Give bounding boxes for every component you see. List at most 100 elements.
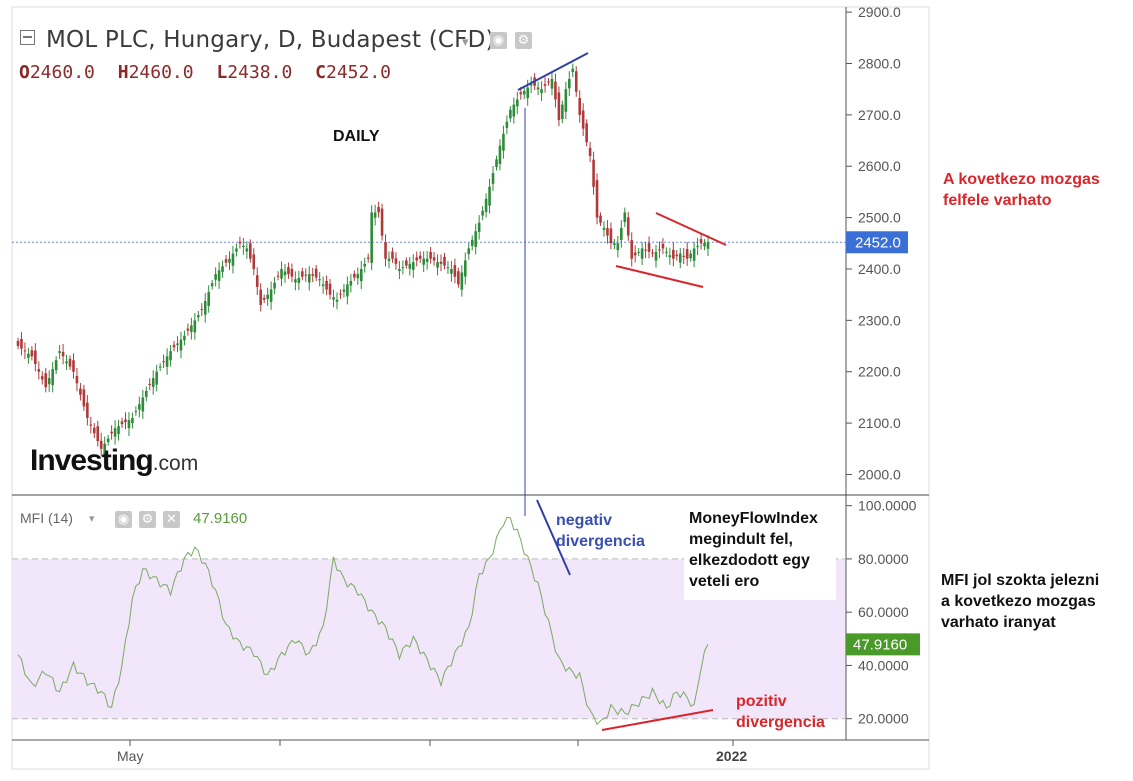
price-tick-label: 2800.0 bbox=[858, 56, 901, 72]
candle-body bbox=[606, 228, 609, 236]
price-axis: 2000.0 2100.0 2200.0 2300.0 2400.0 2500.0 2600… bbox=[846, 4, 901, 482]
x-tick-label-may: May bbox=[117, 748, 143, 764]
candle-body bbox=[408, 263, 412, 269]
chevron-down-icon[interactable]: ▾ bbox=[462, 34, 469, 49]
candle-body bbox=[571, 68, 575, 72]
gear-icon[interactable]: ⚙ bbox=[139, 511, 156, 528]
candle-body bbox=[620, 227, 623, 240]
candle-body bbox=[23, 350, 27, 352]
eye-icon[interactable]: ◉ bbox=[490, 32, 507, 49]
candle-body bbox=[640, 248, 644, 259]
candle-body bbox=[498, 145, 502, 164]
ohlc-open: O2460.0 bbox=[19, 62, 95, 83]
candle-body bbox=[30, 350, 34, 357]
candle-body bbox=[144, 390, 148, 397]
candle-body bbox=[92, 427, 96, 434]
next-move-note: A kovetkezo mozgas felfele varhato bbox=[943, 171, 1100, 209]
candle-body bbox=[411, 262, 415, 270]
candle-body bbox=[491, 173, 495, 184]
candle-body bbox=[668, 255, 672, 258]
candle-body bbox=[502, 133, 505, 151]
mfi-note: MoneyFlowIndex megindult fel, elkezdodot… bbox=[689, 510, 818, 590]
price-tick-label: 2600.0 bbox=[858, 158, 901, 174]
candle-body bbox=[120, 421, 124, 425]
candle-body bbox=[339, 293, 342, 295]
candle-body bbox=[249, 243, 252, 259]
candle-body bbox=[436, 262, 439, 268]
candle-body bbox=[526, 87, 529, 99]
candle-body bbox=[151, 378, 155, 387]
candle-body bbox=[647, 242, 651, 252]
x-tick-label-2022: 2022 bbox=[716, 748, 747, 764]
candle-body bbox=[699, 239, 703, 244]
candle-body bbox=[82, 389, 86, 407]
candle-body bbox=[138, 404, 141, 410]
wedge-lower-line bbox=[615, 265, 704, 288]
candle-body bbox=[474, 231, 477, 247]
gear-icon[interactable]: ⚙ bbox=[515, 32, 532, 49]
candle-body bbox=[703, 242, 706, 247]
candle-body bbox=[217, 270, 221, 281]
candle-body bbox=[557, 92, 561, 121]
candle-body bbox=[276, 275, 280, 277]
last-price-marker bbox=[846, 231, 908, 254]
candle-body bbox=[581, 110, 585, 129]
eye-icon[interactable]: ◉ bbox=[115, 511, 132, 528]
candle-body bbox=[706, 242, 710, 249]
candle-body bbox=[193, 320, 197, 333]
candle-body bbox=[141, 397, 145, 412]
candle-body bbox=[585, 123, 588, 143]
candle-body bbox=[519, 92, 523, 95]
candle-body bbox=[529, 84, 533, 86]
candle-body bbox=[515, 99, 519, 107]
mfi-tick-label: 100.0000 bbox=[858, 498, 917, 514]
candle-body bbox=[689, 253, 692, 259]
collapse-icon[interactable] bbox=[20, 30, 35, 45]
candle-body bbox=[477, 222, 481, 232]
candle-body bbox=[626, 217, 630, 236]
candle-body bbox=[68, 358, 72, 367]
candle-body bbox=[446, 267, 450, 269]
candle-body bbox=[158, 366, 162, 368]
candle-body bbox=[321, 284, 325, 286]
last-price-marker-label: 2452.0 bbox=[855, 234, 901, 251]
mfi-tick-label: 80.0000 bbox=[858, 551, 909, 567]
candle-body bbox=[304, 274, 308, 276]
candle-body bbox=[685, 249, 689, 259]
candle-body bbox=[51, 369, 54, 386]
candle-body bbox=[221, 266, 224, 272]
candle-body bbox=[613, 243, 616, 245]
candle-body bbox=[616, 243, 620, 251]
candle-body bbox=[540, 89, 543, 94]
candle-body bbox=[72, 360, 75, 372]
candle-body bbox=[127, 420, 131, 429]
candle-body bbox=[658, 249, 661, 251]
candle-body bbox=[231, 253, 235, 266]
ohlc-readout: O2460.0 H2460.0 L2438.0 C2452.0 bbox=[19, 62, 403, 83]
price-tick-label: 2300.0 bbox=[858, 312, 901, 328]
candle-body bbox=[481, 210, 484, 216]
candle-body bbox=[505, 121, 509, 128]
mfi-indicator-label: MFI (14) bbox=[20, 510, 73, 526]
candle-body bbox=[207, 292, 211, 306]
chevron-down-icon[interactable]: ▾ bbox=[89, 513, 95, 525]
candle-body bbox=[422, 258, 425, 265]
candle-body bbox=[405, 260, 408, 266]
close-icon[interactable]: ✕ bbox=[163, 511, 180, 528]
mfi-last-value-marker bbox=[846, 633, 920, 656]
candle-body bbox=[599, 215, 602, 223]
candle-body bbox=[554, 81, 557, 100]
candle-body bbox=[602, 227, 606, 230]
price-high-trendline bbox=[517, 52, 589, 91]
candle-body bbox=[678, 253, 682, 263]
candle-body bbox=[190, 325, 193, 332]
mfi-negative-divergence-line bbox=[536, 499, 571, 576]
candle-body bbox=[512, 104, 516, 117]
candle-body bbox=[460, 272, 464, 290]
candle-body bbox=[356, 274, 360, 279]
candle-body bbox=[574, 71, 578, 92]
candle-body bbox=[294, 279, 297, 283]
candle-body bbox=[651, 252, 654, 254]
candle-body bbox=[654, 251, 658, 261]
